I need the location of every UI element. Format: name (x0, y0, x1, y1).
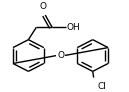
Text: OH: OH (67, 23, 81, 32)
Text: O: O (57, 51, 64, 60)
Text: Cl: Cl (98, 82, 107, 91)
Text: O: O (40, 2, 47, 11)
